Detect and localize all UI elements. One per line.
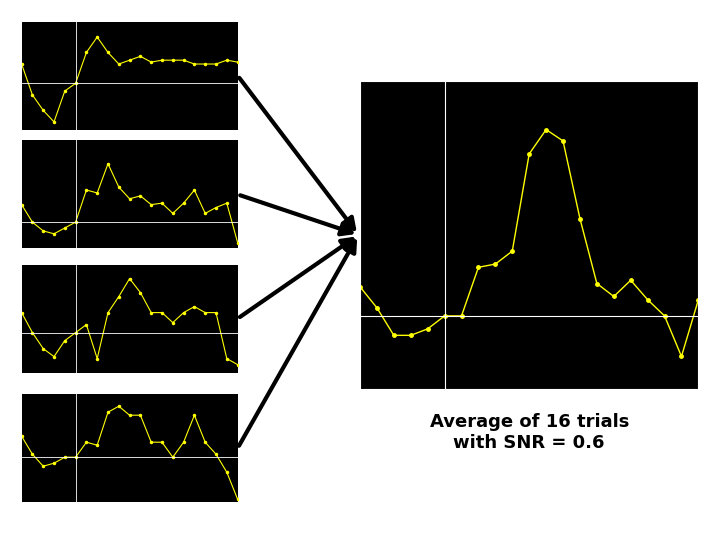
Text: Average of 16 trials
with SNR = 0.6: Average of 16 trials with SNR = 0.6 (430, 413, 629, 452)
